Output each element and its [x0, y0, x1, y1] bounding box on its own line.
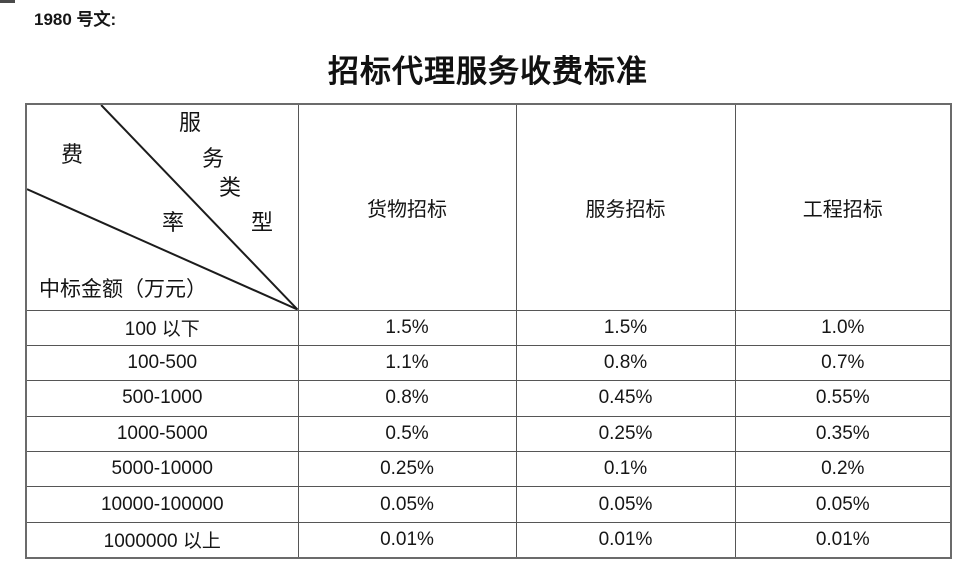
amount-range-cell: 10000-100000: [25, 486, 299, 523]
table-row: 1000000 以上 0.01% 0.01% 0.01%: [25, 521, 952, 559]
fee-value-cell: 0.35%: [734, 415, 952, 453]
amount-range-cell: 100 以下: [25, 309, 299, 346]
fee-value-cell: 0.8%: [515, 344, 736, 382]
fee-value-cell: 0.45%: [515, 380, 736, 417]
fee-value-cell: 0.25%: [515, 415, 736, 453]
fee-value-cell: 0.05%: [734, 486, 952, 523]
fee-value-cell: 1.0%: [734, 309, 952, 346]
fee-value-cell: 1.1%: [297, 344, 517, 382]
amount-range-cell: 500-1000: [25, 380, 299, 417]
fee-value-cell: 0.05%: [515, 486, 736, 523]
corner-fee-rate-char: 费: [61, 142, 84, 167]
table-row: 100 以下 1.5% 1.5% 1.0%: [25, 309, 952, 346]
column-header-goods: 货物招标: [297, 103, 517, 311]
corner-service-type-char: 务: [202, 146, 225, 171]
fee-value-cell: 0.01%: [297, 521, 517, 559]
fee-value-cell: 0.55%: [734, 380, 952, 417]
fee-value-cell: 0.2%: [734, 451, 952, 488]
fee-standard-table: 服 务 类 型 费 率 中标金额（万元） 货物招标 服务招标 工程招标 100 …: [25, 103, 952, 559]
table-row: 500-1000 0.8% 0.45% 0.55%: [25, 380, 952, 417]
table-row: 1000-5000 0.5% 0.25% 0.35%: [25, 415, 952, 453]
corner-fee-rate-char: 率: [162, 210, 185, 235]
fee-value-cell: 1.5%: [297, 309, 517, 346]
table-header-row: 服 务 类 型 费 率 中标金额（万元） 货物招标 服务招标 工程招标: [25, 103, 952, 311]
diagonal-lines: [27, 105, 298, 310]
corner-service-type-char: 型: [251, 210, 274, 235]
fee-value-cell: 0.1%: [515, 451, 736, 488]
fee-value-cell: 0.5%: [297, 415, 517, 453]
fee-value-cell: 0.8%: [297, 380, 517, 417]
table-row: 5000-10000 0.25% 0.1% 0.2%: [25, 451, 952, 488]
column-header-service: 服务招标: [515, 103, 736, 311]
corner-service-type-char: 服: [179, 110, 202, 135]
document-ref: 1980 号文:: [34, 10, 117, 29]
fee-value-cell: 1.5%: [515, 309, 736, 346]
amount-range-cell: 100-500: [25, 344, 299, 382]
column-header-project: 工程招标: [734, 103, 952, 311]
table-row: 100-500 1.1% 0.8% 0.7%: [25, 344, 952, 382]
fee-value-cell: 0.01%: [515, 521, 736, 559]
corner-service-type-char: 类: [219, 175, 242, 200]
fee-value-cell: 0.25%: [297, 451, 517, 488]
amount-range-cell: 5000-10000: [25, 451, 299, 488]
scan-edge-artifact: [0, 0, 15, 3]
fee-value-cell: 0.7%: [734, 344, 952, 382]
corner-amount-label: 中标金额（万元）: [39, 276, 207, 301]
amount-range-cell: 1000-5000: [25, 415, 299, 453]
page-title: 招标代理服务收费标准: [328, 54, 648, 89]
table-row: 10000-100000 0.05% 0.05% 0.05%: [25, 486, 952, 523]
diagonal-corner-cell: 服 务 类 型 费 率 中标金额（万元）: [25, 103, 299, 311]
amount-range-cell: 1000000 以上: [25, 521, 299, 559]
fee-value-cell: 0.05%: [297, 486, 517, 523]
fee-value-cell: 0.01%: [734, 521, 952, 559]
